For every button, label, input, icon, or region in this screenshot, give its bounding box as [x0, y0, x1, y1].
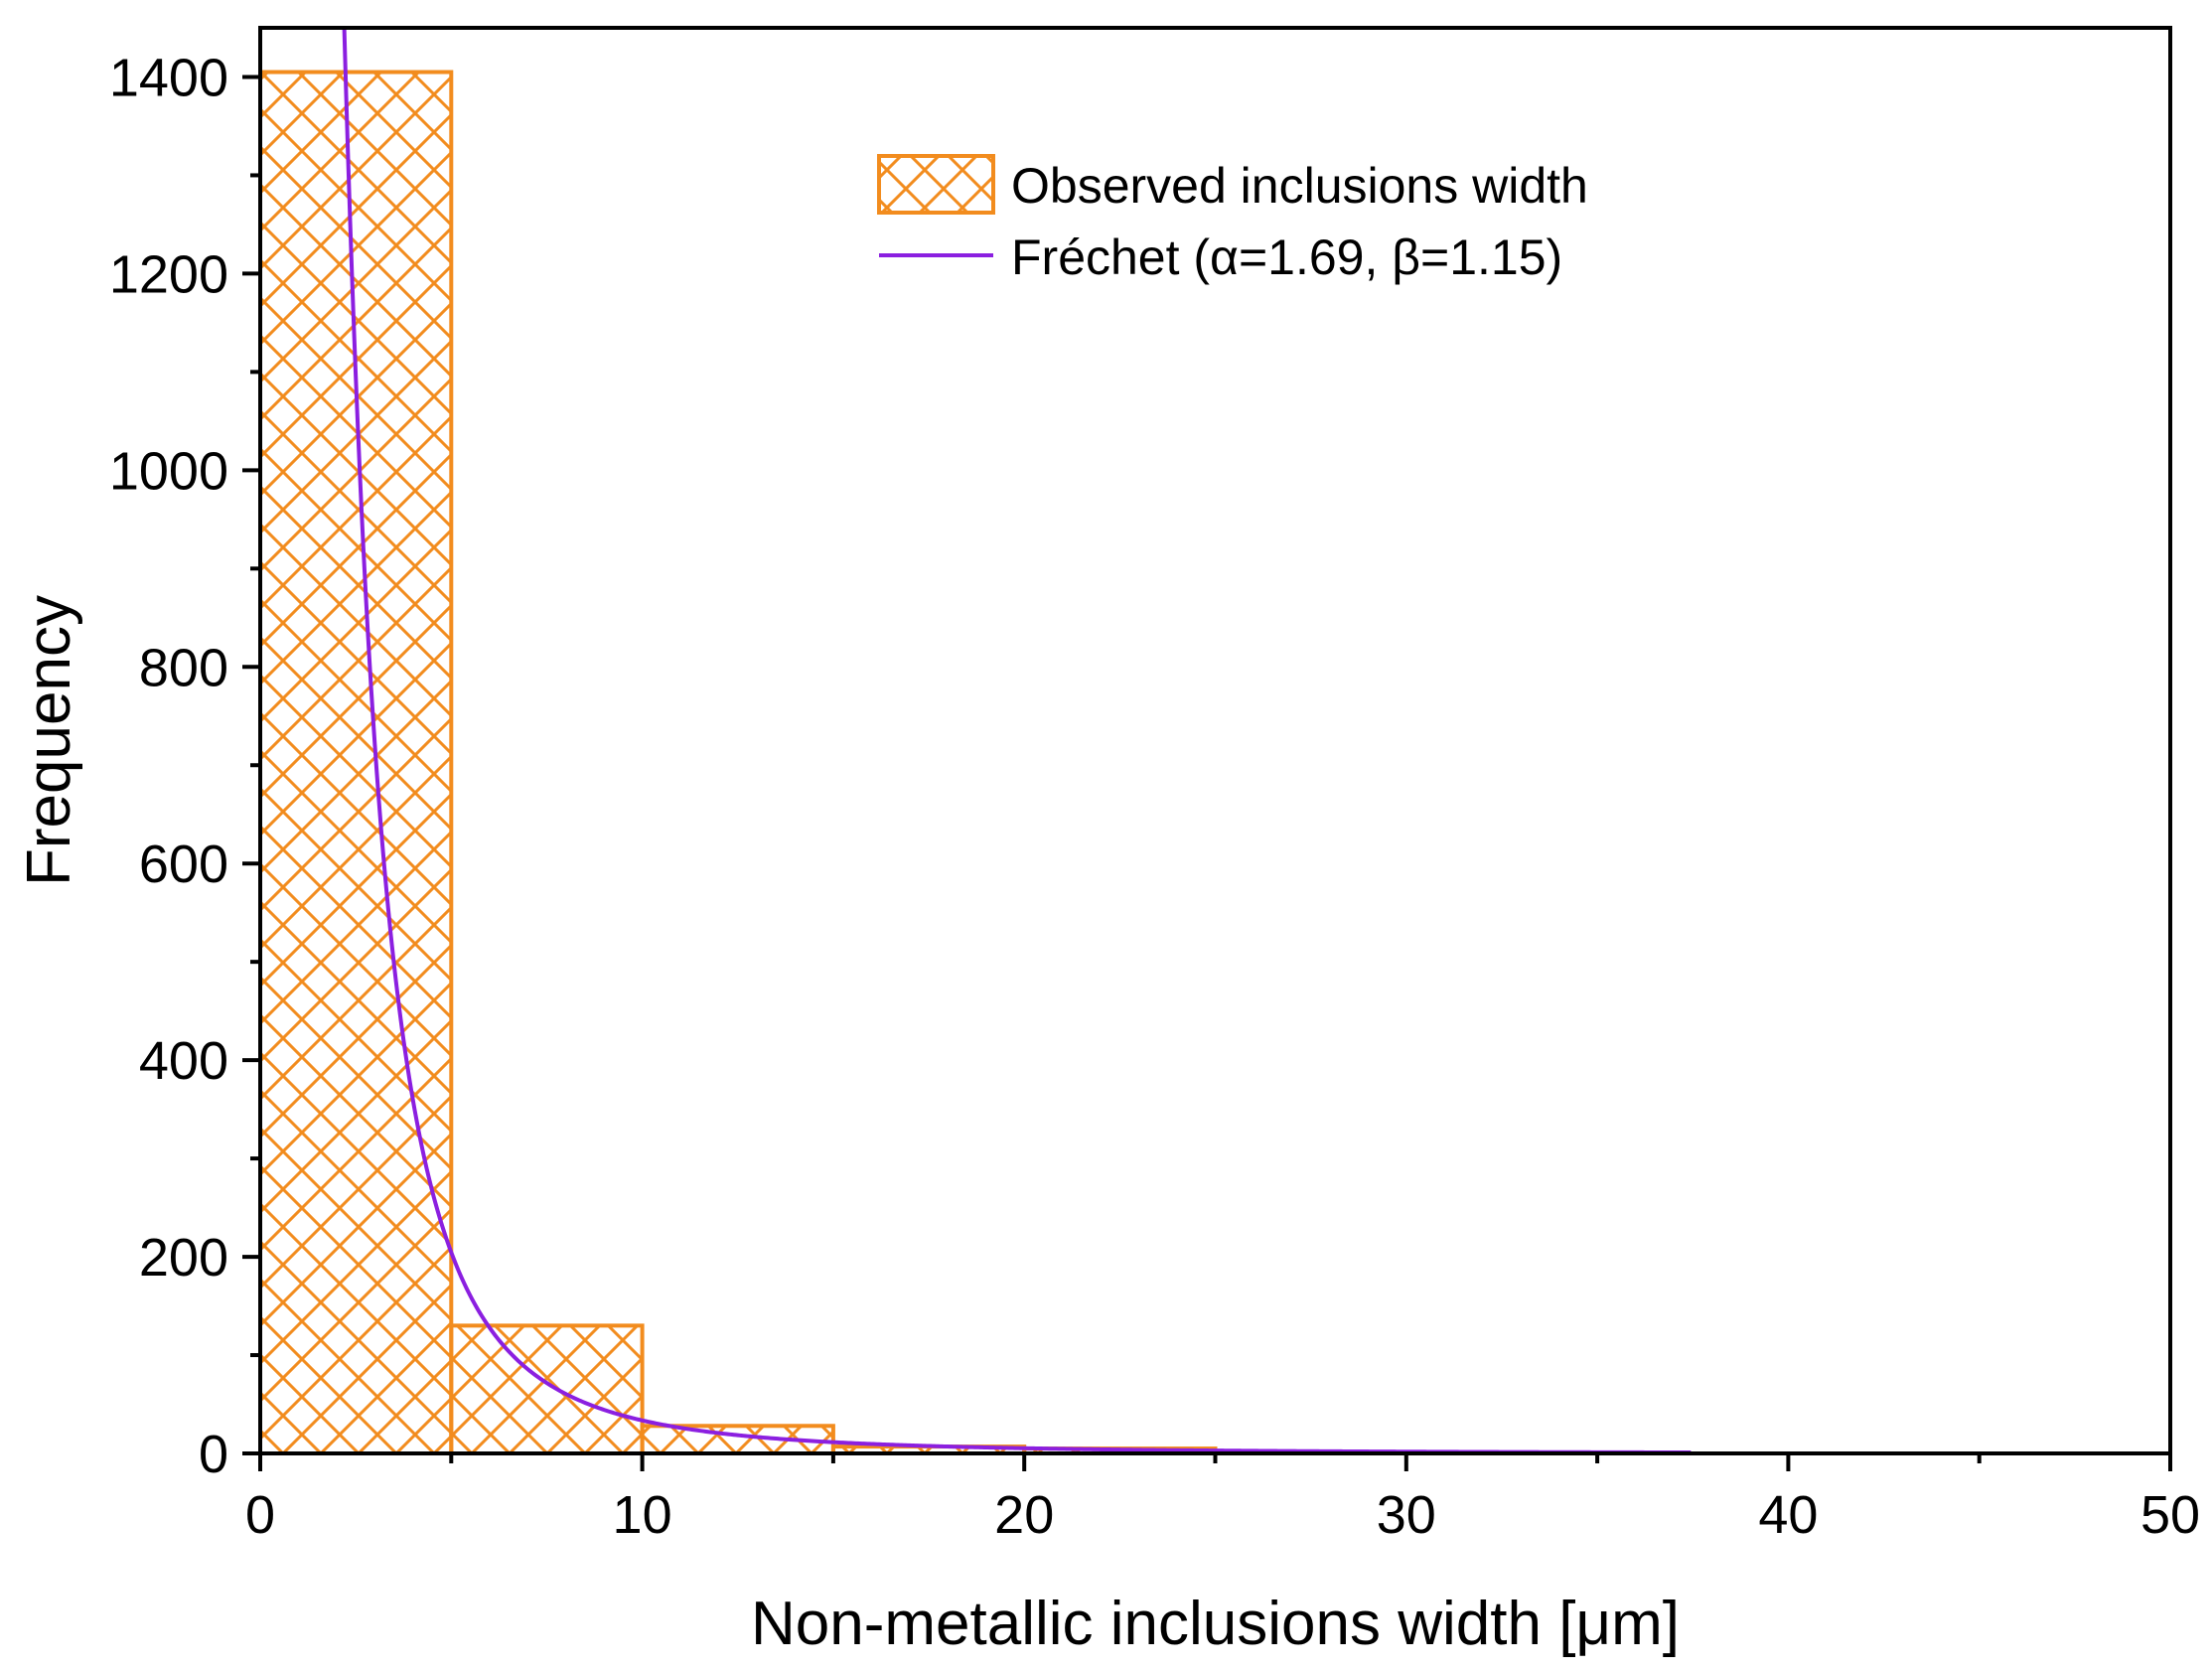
y-tick-label: 1200	[109, 244, 228, 304]
y-tick-label: 0	[199, 1425, 228, 1484]
y-tick-label: 200	[139, 1228, 228, 1288]
y-tick-label: 1400	[109, 48, 228, 107]
y-tick-label: 400	[139, 1031, 228, 1091]
legend: Observed inclusions width Fréchet (α=1.6…	[877, 154, 1588, 285]
y-tick-label: 800	[139, 638, 228, 697]
legend-label-frechet: Fréchet (α=1.69, β=1.15)	[1011, 229, 1562, 285]
x-axis-title: Non-metallic inclusions width [μm]	[751, 1590, 1680, 1658]
y-axis-title: Frequency	[15, 595, 83, 886]
histogram-bar-1	[449, 1323, 645, 1456]
histogram-bar-0	[258, 70, 454, 1456]
x-tick-label: 40	[1758, 1485, 1818, 1545]
y-tick-label: 600	[139, 835, 228, 894]
x-tick-label: 50	[2140, 1485, 2200, 1545]
y-axis: 0 200 400 600 800 1000 1200 1400	[109, 48, 260, 1484]
x-axis: 0 10 20 30 40 50	[245, 1453, 2200, 1545]
y-tick-label: 1000	[109, 441, 228, 501]
x-tick-label: 0	[245, 1485, 275, 1545]
legend-label-observed: Observed inclusions width	[1011, 158, 1588, 214]
x-tick-label: 30	[1377, 1485, 1436, 1545]
x-tick-label: 10	[613, 1485, 672, 1545]
x-tick-label: 20	[994, 1485, 1054, 1545]
legend-swatch-observed	[877, 154, 995, 215]
